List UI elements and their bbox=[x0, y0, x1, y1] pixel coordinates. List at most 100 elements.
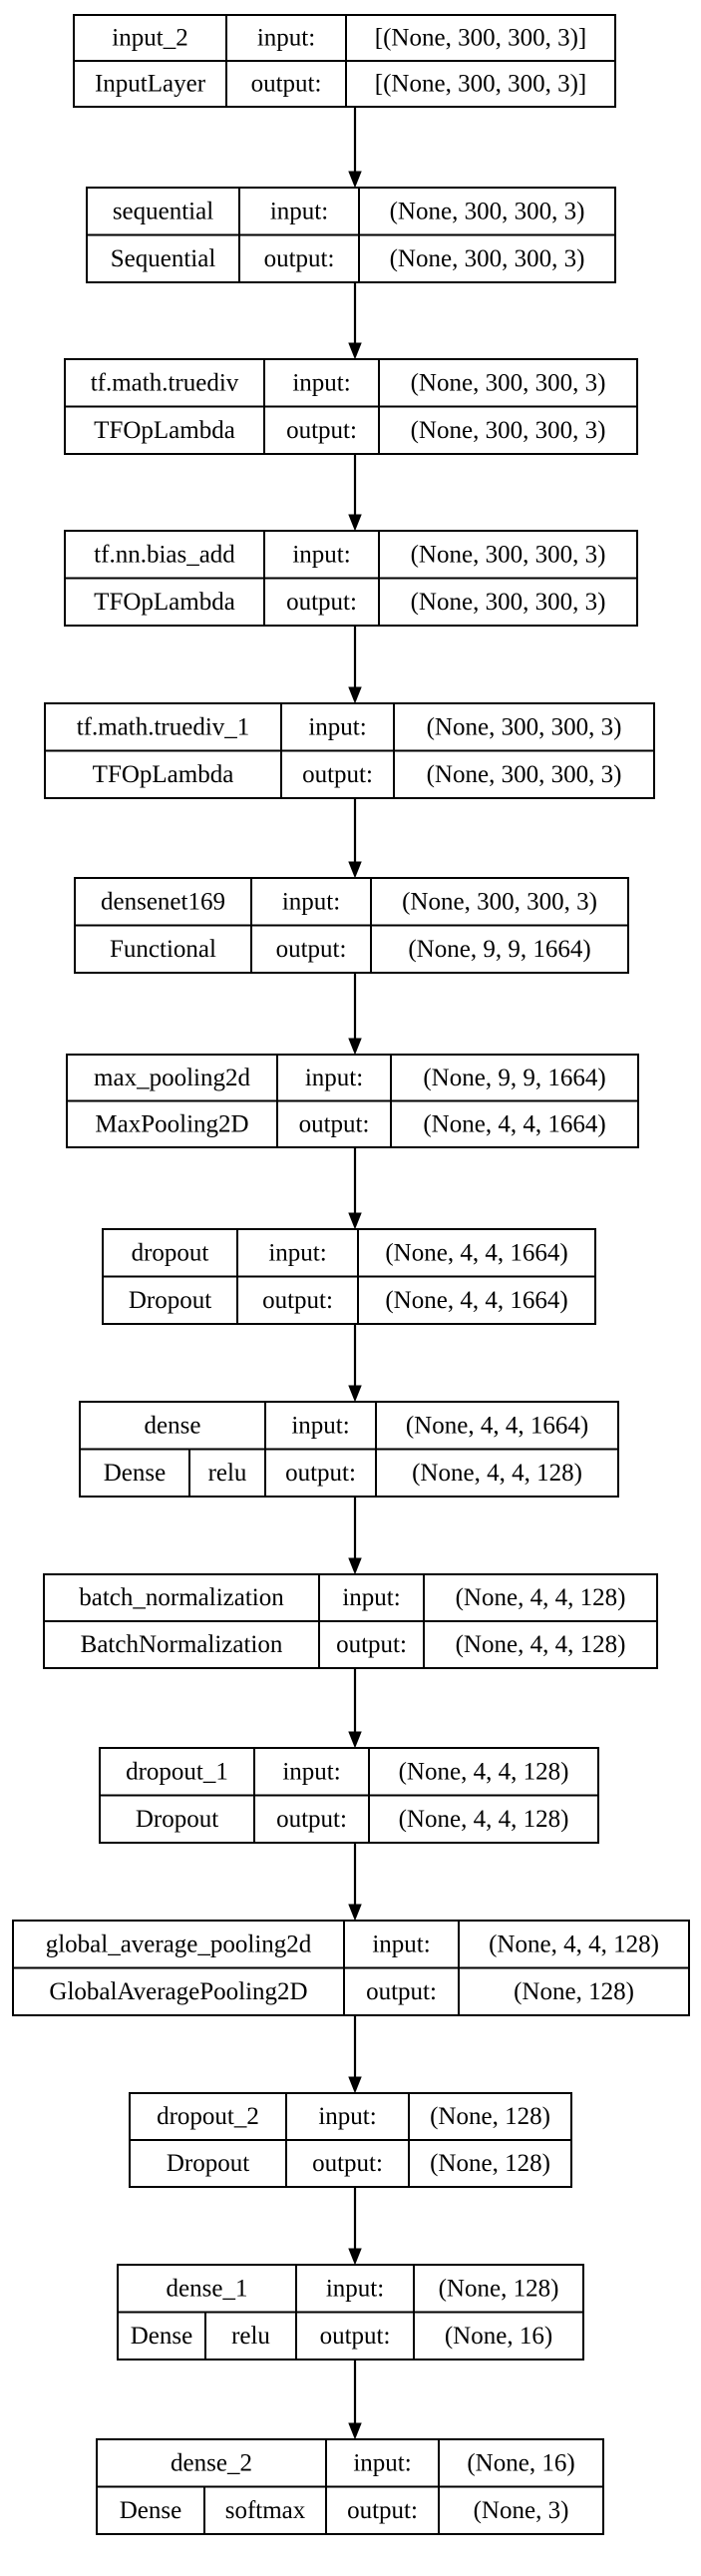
input-shape: (None, 4, 4, 1664) bbox=[385, 1239, 567, 1266]
input-port-label: input: bbox=[257, 25, 315, 52]
output-port-label: output: bbox=[286, 417, 357, 444]
layer-activation: relu bbox=[231, 2323, 270, 2350]
layer-node-dense: dense Dense relu input: output: (None, 4, 4, … bbox=[79, 1401, 619, 1498]
output-shape: (None, 300, 300, 3) bbox=[390, 245, 585, 272]
arrowhead bbox=[348, 1385, 362, 1403]
layer-node-input-2: input_2 InputLayer input: output: [(None, 30… bbox=[73, 14, 616, 108]
layer-node-dense-2: dense_2 Dense softmax input: output: (None, 1… bbox=[96, 2438, 604, 2535]
input-port-label: input: bbox=[282, 888, 340, 915]
output-shape: (None, 3) bbox=[474, 2497, 569, 2524]
input-shape: (None, 300, 300, 3) bbox=[411, 541, 606, 568]
arrowhead bbox=[348, 514, 362, 532]
layer-name: dropout_2 bbox=[157, 2103, 259, 2130]
layer-type: MaxPooling2D bbox=[95, 1110, 248, 1137]
input-port-label: input: bbox=[292, 369, 350, 396]
layer-type: TFOpLambda bbox=[94, 589, 235, 616]
input-port-label: input: bbox=[353, 2449, 411, 2476]
output-port-label: output: bbox=[276, 1806, 347, 1833]
output-shape: (None, 16) bbox=[445, 2323, 552, 2350]
edge-arrow bbox=[348, 1843, 362, 1922]
output-port-label: output: bbox=[312, 2150, 383, 2177]
input-port-label: input: bbox=[326, 2275, 384, 2302]
output-shape: (None, 9, 9, 1664) bbox=[408, 936, 590, 963]
output-port-label: output: bbox=[347, 2497, 418, 2524]
layer-node-max-pooling2d: max_pooling2d MaxPooling2D input: output: (N… bbox=[66, 1054, 639, 1148]
layer-type: Dropout bbox=[136, 1806, 218, 1833]
layer-name: dense_1 bbox=[167, 2275, 248, 2302]
arrowhead bbox=[348, 1557, 362, 1575]
layer-type: BatchNormalization bbox=[81, 1631, 283, 1658]
output-shape: (None, 4, 4, 128) bbox=[399, 1806, 569, 1833]
output-shape: (None, 128) bbox=[514, 1978, 634, 2005]
output-port-label: output: bbox=[251, 71, 322, 98]
output-port-label: output: bbox=[336, 1631, 407, 1658]
edge-arrow bbox=[348, 798, 362, 879]
layer-type: Sequential bbox=[111, 245, 216, 272]
layer-type: TFOpLambda bbox=[93, 761, 234, 788]
layer-node-sequential: sequential Sequential input: output: (None, … bbox=[86, 187, 616, 283]
input-shape: [(None, 300, 300, 3)] bbox=[375, 25, 586, 52]
arrowhead bbox=[348, 1212, 362, 1230]
layer-node-tf-math-truediv: tf.math.truediv TFOpLambda input: output: (N… bbox=[64, 358, 638, 455]
input-shape: (None, 300, 300, 3) bbox=[402, 888, 597, 915]
layer-node-dropout-1: dropout_1 Dropout input: output: (None, 4, 4… bbox=[99, 1747, 599, 1844]
output-port-label: output: bbox=[276, 936, 347, 963]
layer-name: dropout_1 bbox=[126, 1758, 228, 1785]
output-shape: (None, 300, 300, 3) bbox=[411, 417, 606, 444]
layer-node-global-average-pooling2d: global_average_pooling2d GlobalAveragePoo… bbox=[12, 1920, 690, 2016]
input-shape: (None, 300, 300, 3) bbox=[390, 198, 585, 224]
input-shape: (None, 4, 4, 128) bbox=[456, 1584, 626, 1611]
output-shape: (None, 4, 4, 1664) bbox=[385, 1287, 567, 1314]
arrowhead bbox=[348, 1731, 362, 1749]
output-port-label: output: bbox=[299, 1110, 370, 1137]
output-shape: (None, 128) bbox=[430, 2150, 550, 2177]
input-port-label: input: bbox=[270, 198, 328, 224]
arrowhead bbox=[348, 2422, 362, 2440]
input-shape: (None, 4, 4, 128) bbox=[489, 1931, 659, 1957]
edge-arrow bbox=[348, 2360, 362, 2440]
arrowhead bbox=[348, 2076, 362, 2094]
edge-arrow bbox=[348, 973, 362, 1056]
edge-arrow bbox=[348, 282, 362, 360]
output-port-label: output: bbox=[285, 1460, 356, 1487]
input-port-label: input: bbox=[318, 2103, 376, 2130]
layer-type: TFOpLambda bbox=[94, 417, 235, 444]
arrowhead bbox=[348, 686, 362, 704]
arrowhead bbox=[348, 2248, 362, 2266]
input-port-label: input: bbox=[268, 1239, 326, 1266]
layer-type: Dense bbox=[120, 2497, 181, 2524]
input-shape: (None, 4, 4, 128) bbox=[399, 1758, 569, 1785]
layer-name: tf.nn.bias_add bbox=[94, 541, 235, 568]
edge-arrow bbox=[348, 2187, 362, 2266]
layer-activation: softmax bbox=[225, 2497, 306, 2524]
output-port-label: output: bbox=[286, 589, 357, 616]
layer-node-densenet169: densenet169 Functional input: output: (None,… bbox=[74, 877, 629, 974]
output-shape: (None, 300, 300, 3) bbox=[411, 589, 606, 616]
layer-type: Functional bbox=[110, 936, 216, 963]
layer-type: InputLayer bbox=[95, 71, 206, 98]
layer-node-dropout: dropout Dropout input: output: (None, 4, 4, … bbox=[102, 1228, 596, 1325]
input-port-label: input: bbox=[308, 713, 366, 740]
arrowhead bbox=[348, 1904, 362, 1922]
output-port-label: output: bbox=[264, 245, 335, 272]
edge-arrow bbox=[348, 2015, 362, 2094]
input-shape: (None, 16) bbox=[467, 2449, 574, 2476]
layer-name: dense bbox=[145, 1412, 201, 1439]
layer-node-dropout-2: dropout_2 Dropout input: output: (None, 128)… bbox=[129, 2092, 572, 2188]
input-shape: (None, 128) bbox=[439, 2275, 559, 2302]
arrowhead bbox=[348, 861, 362, 879]
output-port-label: output: bbox=[262, 1287, 333, 1314]
edge-arrow bbox=[348, 454, 362, 532]
output-port-label: output: bbox=[302, 761, 373, 788]
layer-name: global_average_pooling2d bbox=[46, 1931, 312, 1957]
layer-name: tf.math.truediv_1 bbox=[77, 713, 250, 740]
output-shape: (None, 4, 4, 1664) bbox=[423, 1110, 605, 1137]
layer-activation: relu bbox=[208, 1460, 247, 1487]
output-shape: (None, 4, 4, 128) bbox=[412, 1460, 582, 1487]
layer-name: input_2 bbox=[112, 25, 187, 52]
edge-arrow bbox=[348, 1324, 362, 1403]
arrowhead bbox=[348, 1038, 362, 1056]
layer-node-batch-normalization: batch_normalization BatchNormalization inp… bbox=[43, 1573, 658, 1669]
input-shape: (None, 128) bbox=[430, 2103, 550, 2130]
